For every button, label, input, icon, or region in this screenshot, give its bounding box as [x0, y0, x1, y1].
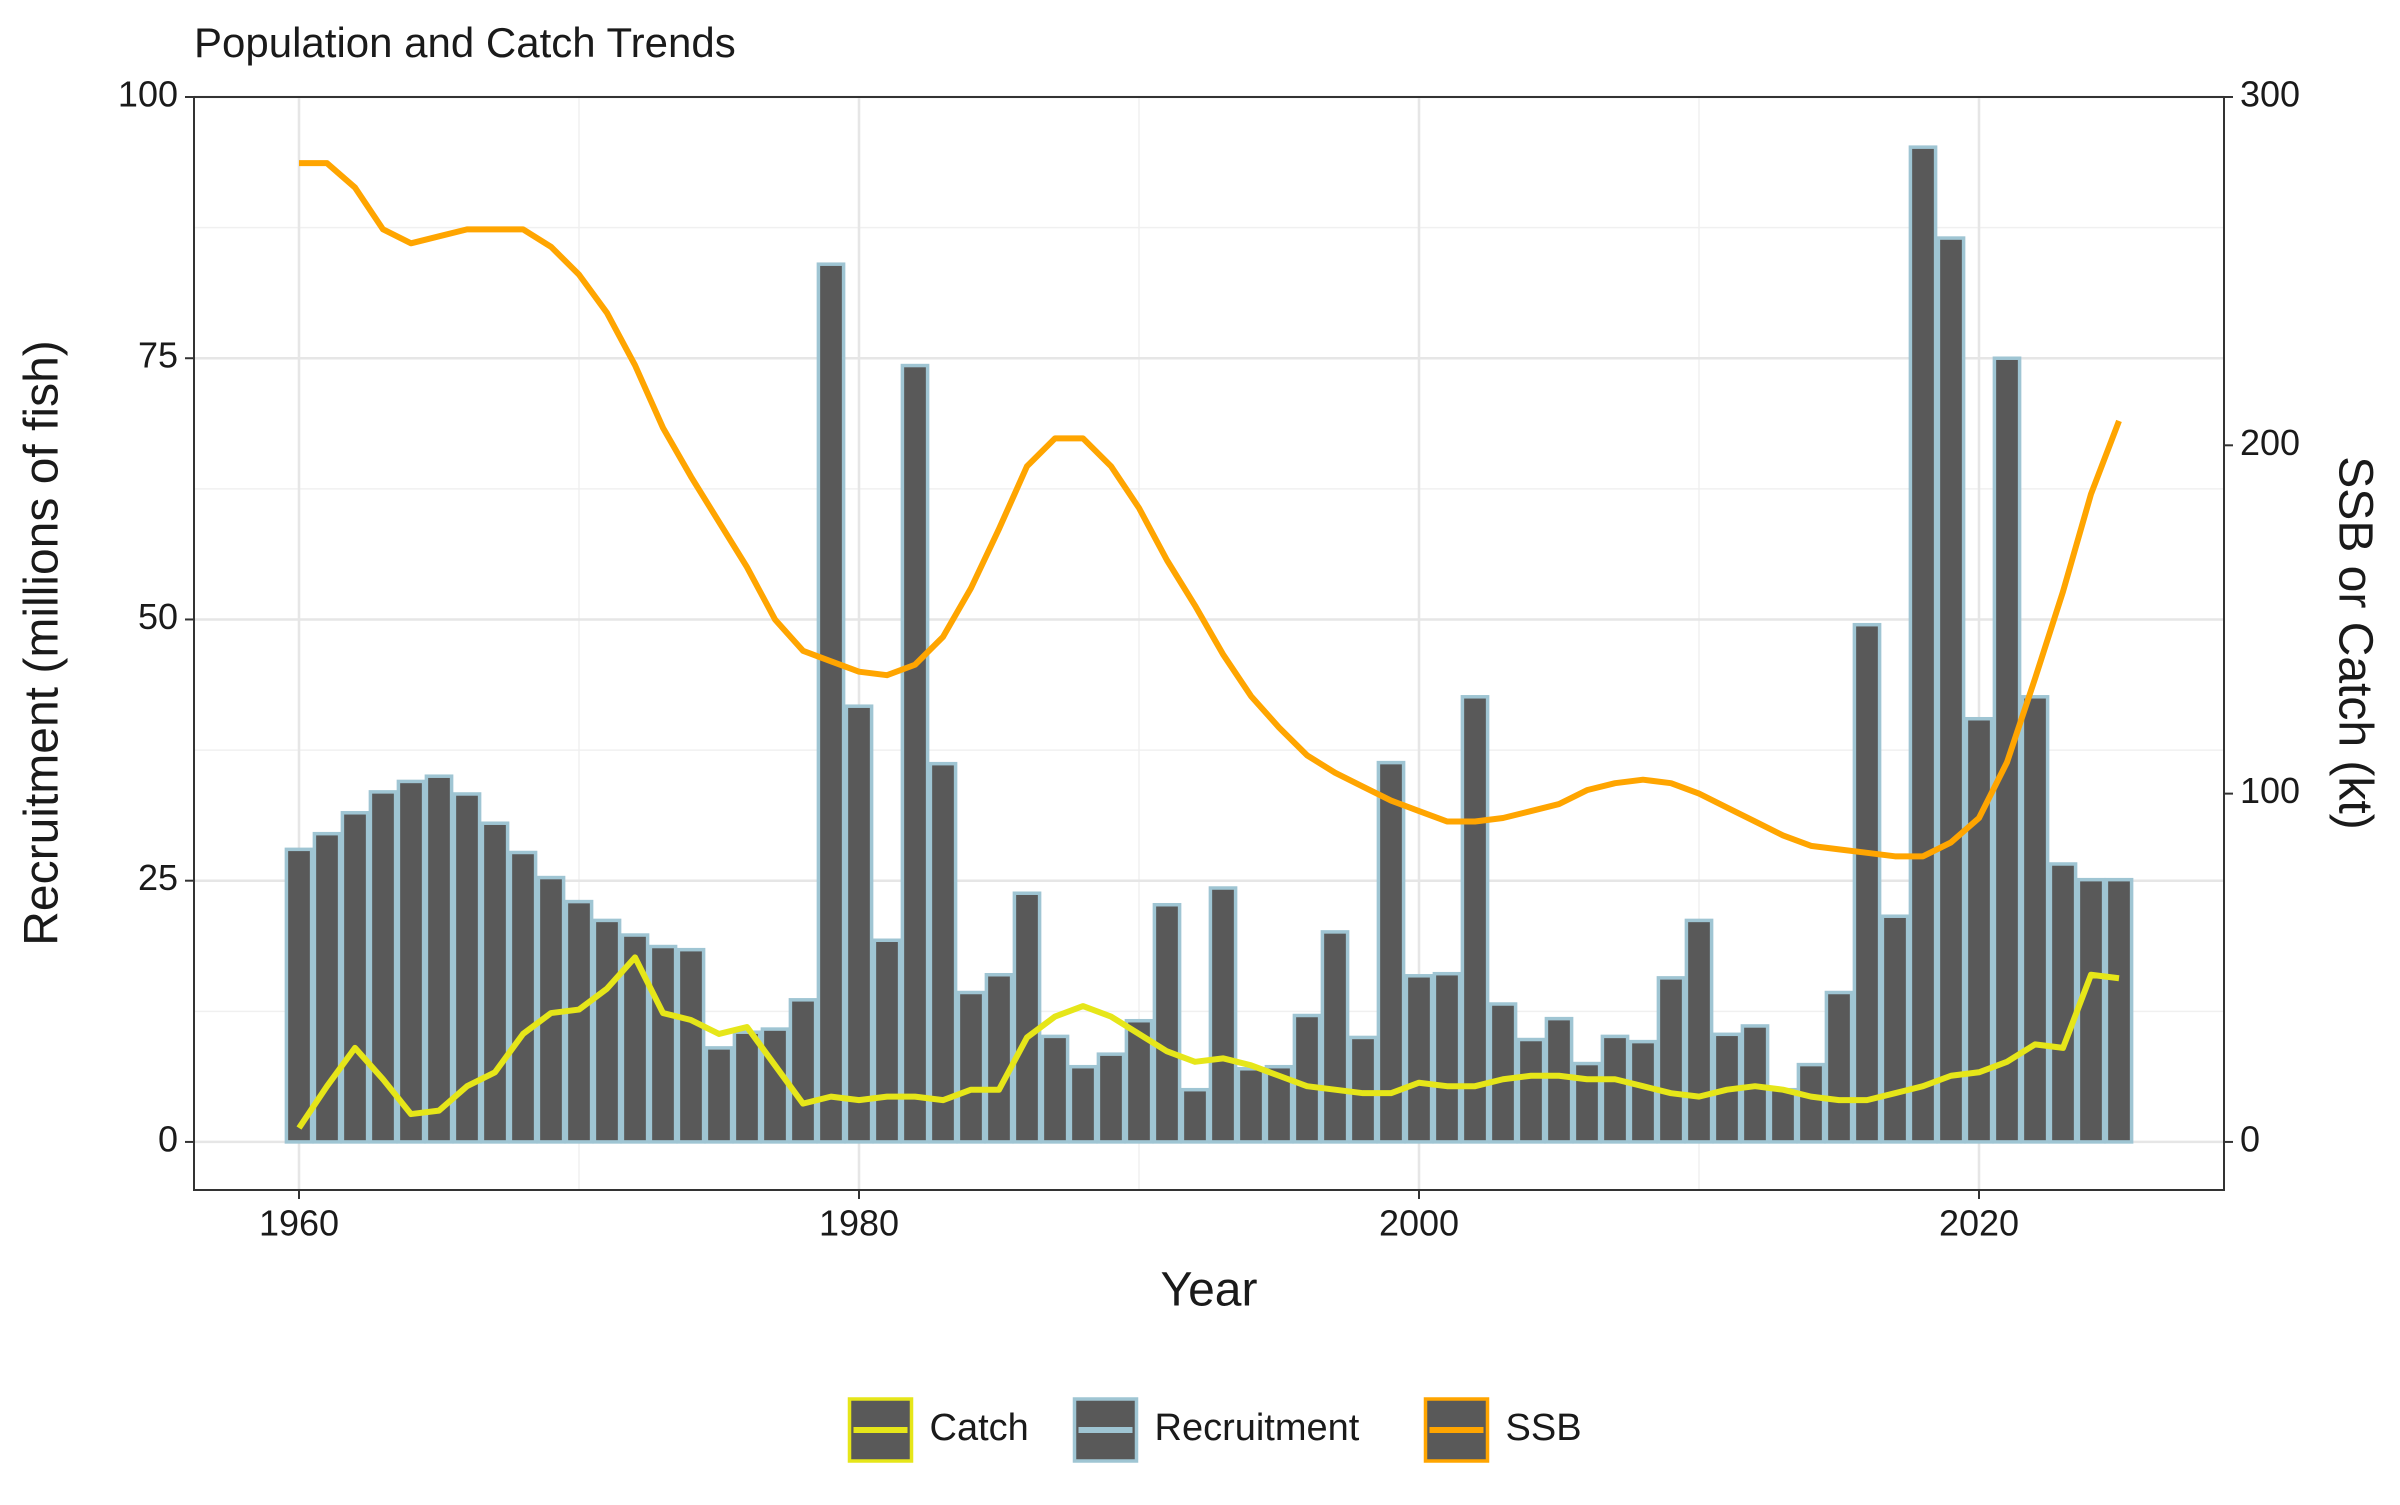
bar [1544, 1016, 1574, 1144]
y-tick-label: 50 [138, 596, 178, 637]
bar [1320, 930, 1350, 1144]
legend-label: Catch [930, 1407, 1029, 1449]
y2-tick-label: 100 [2240, 770, 2300, 811]
bar [648, 944, 678, 1144]
bar [1852, 622, 1882, 1144]
bar [1768, 1087, 1798, 1144]
bar [2104, 877, 2134, 1144]
bar [396, 779, 426, 1144]
bar [2076, 877, 2106, 1144]
bar [1600, 1034, 1630, 1144]
bar [956, 990, 986, 1144]
y2-tick-label: 0 [2240, 1118, 2260, 1159]
bar [676, 947, 706, 1144]
bar [1516, 1037, 1546, 1144]
y2-tick-label: 200 [2240, 422, 2300, 463]
x-tick-label: 1960 [259, 1203, 339, 1244]
bar [1684, 918, 1714, 1144]
y-tick-label: 0 [158, 1118, 178, 1159]
bar [1068, 1064, 1098, 1144]
y-tick-label: 25 [138, 857, 178, 898]
x-axis-title: Year [1161, 1264, 1258, 1317]
bar [1824, 990, 1854, 1144]
bar [1964, 716, 1994, 1144]
line [296, 954, 2120, 1130]
x-tick-label: 2020 [1939, 1203, 2019, 1244]
bar [1992, 356, 2022, 1144]
bar [1404, 974, 1434, 1144]
chart-title: Population and Catch Trends [194, 19, 736, 66]
bar [1292, 1013, 1322, 1144]
bar [1880, 914, 1910, 1144]
bar [1376, 760, 1406, 1144]
bar [2020, 695, 2050, 1144]
bar [704, 1046, 734, 1144]
bar [984, 972, 1014, 1144]
y2-axis-title: SSB or Catch (kt) [2328, 456, 2381, 829]
bar [928, 761, 958, 1144]
bar [340, 811, 370, 1144]
bar [1012, 891, 1042, 1144]
bar [1096, 1052, 1126, 1144]
x-tick-label: 2000 [1379, 1203, 1459, 1244]
bar [1040, 1034, 1070, 1144]
bar [1908, 145, 1938, 1144]
bar [1460, 695, 1490, 1144]
bar [284, 847, 314, 1144]
y-tick-label: 75 [138, 335, 178, 376]
bar [1432, 971, 1462, 1144]
bar [1628, 1039, 1658, 1144]
bar [1936, 236, 1966, 1144]
bar [900, 363, 930, 1144]
bar [844, 704, 874, 1144]
y-tick-label: 100 [118, 74, 178, 115]
bar [1208, 886, 1238, 1144]
x-tick-label: 1980 [819, 1203, 899, 1244]
bar [816, 262, 846, 1144]
y2-tick-label: 300 [2240, 74, 2300, 115]
bar [760, 1027, 790, 1144]
legend-label: SSB [1506, 1407, 1582, 1449]
bar [564, 899, 594, 1144]
bar [592, 918, 622, 1144]
bar [872, 938, 902, 1144]
bar [1796, 1062, 1826, 1144]
bar [1656, 976, 1686, 1144]
bar [1152, 902, 1182, 1144]
bar [424, 774, 454, 1144]
plot-border [193, 96, 2225, 1191]
bar [508, 850, 538, 1144]
bar [1488, 1002, 1518, 1144]
bar [1180, 1087, 1210, 1144]
y-axis-title: Recruitment (millions of fish) [16, 340, 69, 945]
bar [732, 1030, 762, 1144]
bar [2048, 862, 2078, 1144]
bar [1236, 1067, 1266, 1144]
bar [480, 821, 510, 1144]
legend-label: Recruitment [1155, 1407, 1360, 1449]
line [299, 160, 2122, 860]
bar [1124, 1018, 1154, 1144]
bar [788, 998, 818, 1144]
